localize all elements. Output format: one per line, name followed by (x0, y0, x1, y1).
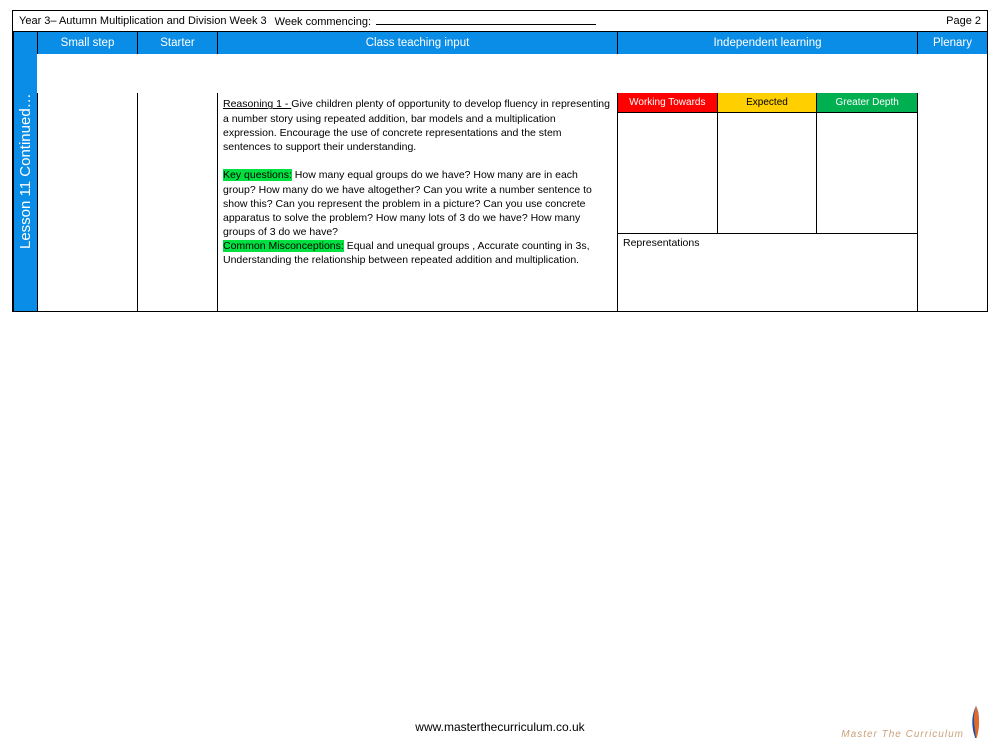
col-header-independent: Independent learning (617, 32, 917, 54)
representations-label: Representations (623, 237, 699, 249)
indep-body-working-towards (618, 113, 718, 233)
doc-title: Year 3– Autumn Multiplication and Divisi… (19, 15, 267, 27)
misconceptions-label: Common Misconceptions: (223, 240, 344, 252)
cell-starter (137, 93, 217, 311)
reasoning-label: Reasoning 1 - (223, 98, 291, 110)
brand-logo: Master The Curriculum (841, 704, 984, 740)
representations-row: Representations (618, 233, 917, 311)
indep-header-working-towards: Working Towards (618, 93, 718, 113)
col-header-starter: Starter (137, 32, 217, 54)
page-number: Page 2 (946, 15, 981, 27)
indep-header-greater-depth: Greater Depth (817, 93, 917, 113)
brand-logo-text: Master The Curriculum (841, 729, 964, 740)
indep-header-expected: Expected (718, 93, 818, 113)
cell-independent-learning: Working Towards Expected Greater Depth R… (617, 93, 917, 311)
cell-class-teaching-input: Reasoning 1 - Give children plenty of op… (217, 93, 617, 311)
indep-body-expected (718, 113, 818, 233)
feather-icon (968, 704, 984, 740)
indep-body-greater-depth (817, 113, 917, 233)
top-bar: Year 3– Autumn Multiplication and Divisi… (12, 10, 988, 32)
cell-small-step (37, 93, 137, 311)
col-header-class-input: Class teaching input (217, 32, 617, 54)
cell-plenary (917, 93, 987, 311)
week-commencing-blank (376, 15, 596, 25)
week-commencing-label: Week commencing: (275, 16, 371, 28)
lesson-tab: Lesson 11 Continued… (13, 32, 37, 311)
key-questions-label: Key questions: (223, 169, 292, 181)
col-header-small-step: Small step (37, 32, 137, 54)
col-header-plenary: Plenary (917, 32, 987, 54)
lesson-plan-table: Lesson 11 Continued… Small step Starter … (12, 32, 988, 312)
